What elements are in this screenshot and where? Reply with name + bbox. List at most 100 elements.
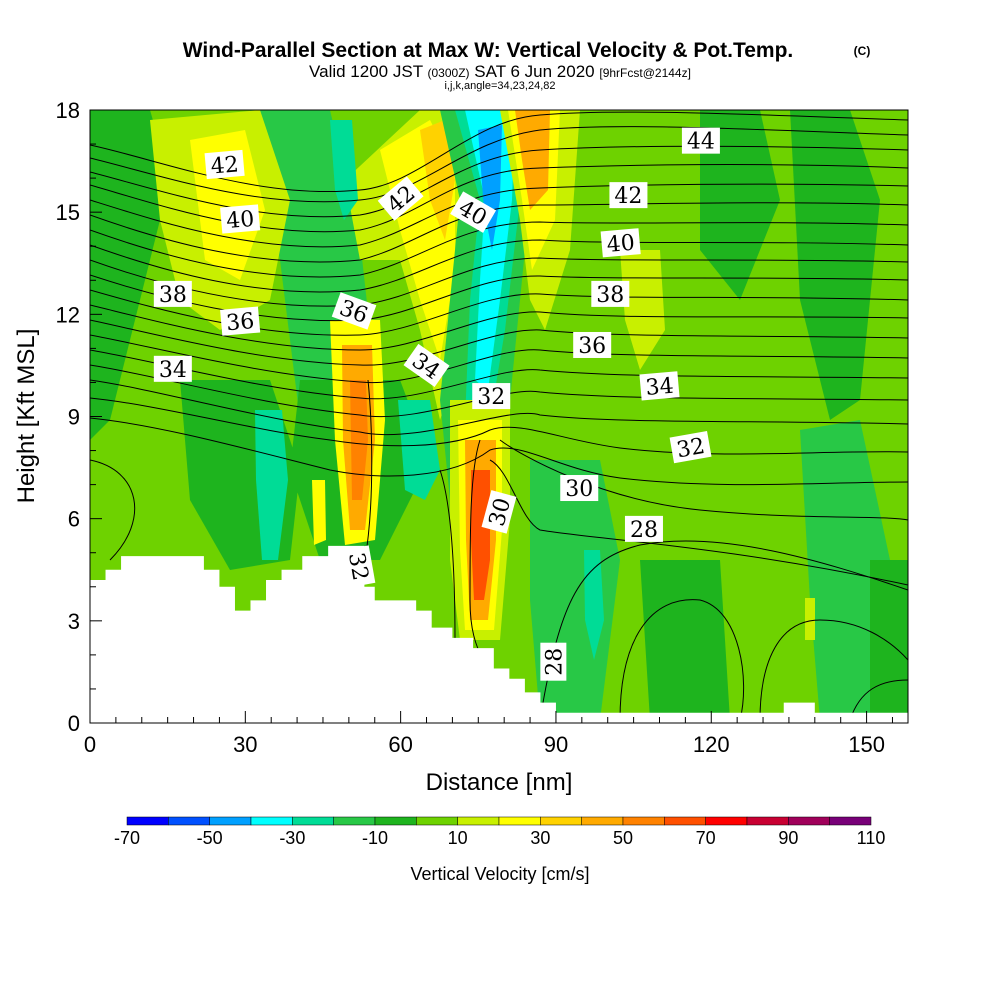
velocity-region (790, 110, 880, 420)
colorbar-swatch (209, 816, 252, 826)
contour-label-text: 34 (645, 374, 675, 401)
contour-label-box (669, 431, 712, 464)
velocity-region (584, 550, 604, 660)
contour-label-text: 38 (159, 283, 187, 308)
isentrope (90, 239, 908, 293)
x-tick-label: 0 (84, 732, 96, 757)
contour-label: 44 (681, 127, 720, 155)
contour-label-box (153, 280, 192, 307)
x-tick-label: 60 (388, 732, 412, 757)
velocity-region (330, 120, 358, 220)
colorbar-tick-label: -70 (114, 828, 140, 848)
contour-label-text: 30 (565, 477, 593, 502)
colorbar-swatch (250, 816, 293, 826)
y-tick-label: 6 (68, 507, 80, 532)
velocity-region (620, 250, 665, 370)
colorbar-tick-label: 30 (530, 828, 550, 848)
x-tick-label: 120 (693, 732, 730, 757)
contour-label-text: 34 (159, 358, 187, 383)
contour-label: 36 (573, 331, 612, 359)
colorbar-tick-label: 90 (778, 828, 798, 848)
colorbar-swatch (746, 816, 789, 826)
velocity-region (90, 110, 170, 440)
contour-label-text: 32 (477, 385, 505, 410)
chart-title: Wind-Parallel Section at Max W: Vertical… (183, 39, 794, 62)
isentrope (90, 257, 908, 307)
velocity-region (640, 560, 730, 720)
subtitle-prefix: Valid 1200 JST (309, 62, 423, 81)
isentrope (499, 439, 908, 521)
copyright-mark: (C) (854, 44, 871, 58)
contour-label: 38 (153, 280, 192, 308)
isentrope (90, 379, 908, 436)
contour-label-box (481, 490, 517, 534)
contour-label-box (220, 306, 261, 336)
contour-label: 32 (343, 545, 376, 588)
contour-label-text: 28 (630, 518, 658, 543)
colorbar-swatch (457, 816, 500, 826)
contour-label: 32 (669, 431, 712, 464)
contour-label-text: 36 (578, 334, 606, 359)
isentrope (539, 540, 908, 721)
isentrope (90, 397, 908, 455)
colorbar-swatch (126, 816, 169, 826)
contour-label: 38 (591, 280, 630, 308)
colorbar-tick-label: -50 (197, 828, 223, 848)
chart-subtitle: Valid 1200 JST (0300Z) SAT 6 Jun 2020 [9… (309, 62, 691, 81)
contour-label-box (624, 515, 663, 542)
velocity-region (478, 125, 502, 250)
x-tick-label: 150 (848, 732, 885, 757)
contour-label: 28 (540, 642, 567, 681)
colorbar-tick-label: 110 (857, 828, 886, 848)
y-axis-label: Height [Kft MSL] (13, 329, 40, 504)
velocity-region (515, 110, 550, 210)
contour-label: 34 (639, 371, 680, 401)
contour-label-box (153, 355, 192, 382)
contour-label: 42 (609, 182, 648, 209)
contour-label-text: 38 (596, 283, 624, 308)
isentrope (90, 319, 908, 366)
colorbar-tick-label: 50 (613, 828, 633, 848)
contour-label-box (403, 343, 450, 387)
contour-label-text: 40 (606, 231, 636, 258)
x-axis: 0 30 60 90 120 150 (84, 711, 893, 757)
isentrope (439, 469, 456, 641)
pot-temp-lines (90, 111, 908, 721)
colorbar-tick-label: 70 (696, 828, 716, 848)
y-tick-label: 18 (56, 98, 80, 123)
contour-label-text: 42 (210, 152, 240, 179)
x-tick-label: 30 (233, 732, 257, 757)
colorbar-swatch (664, 816, 706, 826)
contour-label: 32 (472, 383, 511, 410)
isentrope (90, 304, 908, 351)
contour-label-box (450, 191, 497, 233)
colorbar-swatch (622, 816, 665, 826)
colorbar-tick-label: -10 (362, 828, 388, 848)
contour-label-box (343, 545, 376, 588)
colorbar-swatch (416, 816, 458, 826)
contour-label-box (609, 182, 648, 209)
isentrope (90, 221, 908, 278)
colorbar-swatch (705, 816, 748, 826)
contour-label-text: 40 (225, 207, 255, 234)
colorbar-swatch (333, 816, 376, 826)
colorbar-swatch (168, 816, 210, 826)
contour-label-box (573, 331, 612, 358)
contour-label: 34 (403, 343, 450, 387)
isentrope (90, 145, 908, 218)
y-tick-label: 12 (56, 302, 80, 327)
contour-label-box (331, 292, 377, 330)
isentrope (90, 164, 908, 233)
velocity-region (350, 380, 368, 500)
isentrope (90, 202, 908, 263)
isentrope (90, 334, 908, 384)
contour-label: 28 (624, 515, 663, 543)
isentrope (849, 679, 908, 721)
contour-label-box (560, 475, 599, 502)
contour-label-box (600, 228, 641, 258)
terrain-mask (90, 545, 908, 723)
contour-label-text: 32 (675, 434, 707, 463)
subtitle-utc: (0300Z) (428, 66, 470, 80)
